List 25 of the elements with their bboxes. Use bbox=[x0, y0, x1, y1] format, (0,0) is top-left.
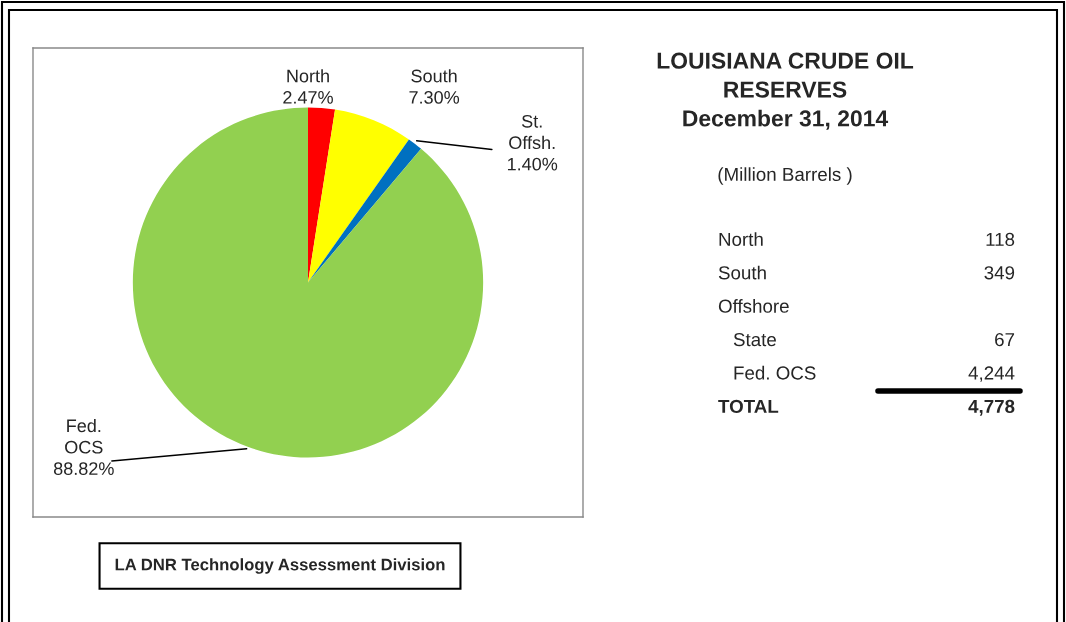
data-label: 7.30% bbox=[409, 91, 460, 104]
data-label: 1.40% bbox=[507, 157, 558, 171]
pie-slice bbox=[308, 139, 422, 283]
text: 118 bbox=[986, 232, 1015, 247]
slice-label: North bbox=[287, 69, 329, 83]
pie-slice bbox=[132, 107, 484, 458]
category-label: TOTAL bbox=[718, 399, 779, 414]
category-label: North bbox=[719, 232, 763, 247]
text: 349 bbox=[984, 266, 1015, 280]
pie-slice bbox=[308, 109, 409, 283]
category-label: State bbox=[733, 332, 776, 347]
data-label: 2.47% bbox=[283, 91, 333, 104]
category-label: Fed. OCS bbox=[734, 365, 816, 380]
text: (Million Barrels ) bbox=[718, 167, 852, 185]
text: 67 bbox=[995, 332, 1015, 347]
slice-label: Fed. OCS bbox=[65, 418, 103, 454]
slice-label: St. Offsh. bbox=[509, 114, 555, 150]
slice-label: South bbox=[411, 69, 457, 83]
text: 4,244 bbox=[968, 366, 1015, 382]
data-label: 88.82% bbox=[53, 462, 114, 476]
text: LA DNR Technology Assessment Division bbox=[115, 558, 445, 574]
category-label: Offshore bbox=[718, 299, 789, 313]
text: LOUISIANA CRUDE OIL RESERVES December 31, 2014 bbox=[657, 52, 914, 130]
text: 4,778 bbox=[968, 399, 1015, 416]
category-label: South bbox=[718, 265, 766, 280]
